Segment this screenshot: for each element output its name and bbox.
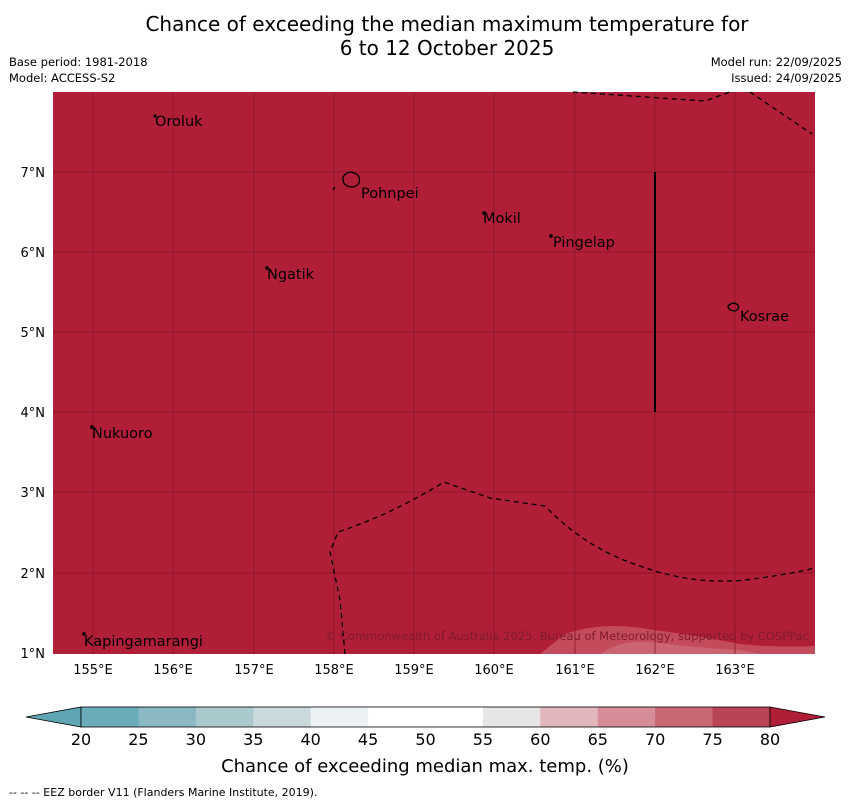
issued-date: Issued: 24/09/2025	[731, 71, 842, 85]
map-panel: Oroluk Pohnpei Mokil Pingelap Ngatik Kos…	[53, 91, 816, 655]
colorbar-segment	[253, 707, 312, 727]
eez-footnote: -- -- -- EEZ border V11 (Flanders Marine…	[9, 786, 318, 799]
colorbar-segment	[655, 707, 714, 727]
place-label-ngatik: Ngatik	[267, 267, 315, 283]
colorbar-tick-label: 25	[128, 730, 148, 749]
ngatik-atoll	[265, 266, 269, 270]
colorbar-tick-label: 55	[473, 730, 493, 749]
lat-label-1n: 1°N	[21, 647, 46, 662]
islands	[82, 114, 740, 636]
colorbar-tick-label: 50	[415, 730, 435, 749]
pohnpei-island-outline	[342, 171, 361, 188]
lighter-probability-area	[540, 626, 815, 654]
map-background	[53, 92, 815, 654]
lat-label-7n: 7°N	[21, 166, 46, 181]
mokil-atoll	[482, 211, 486, 215]
lat-label-2n: 2°N	[21, 567, 46, 582]
pohnpei-islet	[332, 186, 336, 191]
lon-label-156e: 156°E	[153, 663, 193, 678]
lon-label-157e: 157°E	[234, 663, 274, 678]
lat-label-6n: 6°N	[21, 246, 46, 261]
model-name: Model: ACCESS-S2	[9, 71, 116, 85]
model-info: Base period: 1981-2018 Model: ACCESS-S2	[9, 54, 148, 86]
lon-label-159e: 159°E	[394, 663, 434, 678]
longitude-axis-labels: 155°E 156°E 157°E 158°E 159°E 160°E 161°…	[73, 663, 755, 678]
colorbar-segment	[597, 707, 656, 727]
latitude-axis-labels: 7°N 6°N 5°N 4°N 3°N 2°N 1°N	[21, 166, 46, 662]
base-period: Base period: 1981-2018	[9, 55, 148, 69]
eez-border-northeast	[749, 91, 813, 135]
lon-label-163e: 163°E	[715, 663, 755, 678]
colorbar-segment	[425, 707, 484, 727]
colorbar-segment	[482, 707, 541, 727]
eez-borders	[329, 91, 816, 655]
colorbar-tick-label: 65	[588, 730, 608, 749]
colorbar-under-arrow	[25, 706, 82, 728]
place-label-nukuoro: Nukuoro	[92, 426, 153, 442]
nukuoro-atoll	[90, 425, 94, 429]
colorbar-segment	[712, 707, 771, 727]
lon-label-162e: 162°E	[635, 663, 675, 678]
oroluk-atoll	[153, 114, 157, 118]
colorbar-segment	[540, 707, 599, 727]
title-line-1: Chance of exceeding the median maximum t…	[145, 12, 749, 36]
model-run: Model run: 22/09/2025	[710, 55, 842, 69]
lon-label-161e: 161°E	[555, 663, 595, 678]
place-label-kosrae: Kosrae	[740, 309, 789, 325]
colorbar-over-arrow	[769, 706, 826, 728]
lon-label-158e: 158°E	[314, 663, 354, 678]
colorbar: 20 25 30 35 40 45 50 55 60 65 70 75 80 Chance of exc…	[25, 706, 826, 777]
lat-label-4n: 4°N	[21, 406, 46, 421]
colorbar-tick-label: 70	[645, 730, 665, 749]
colorbar-tick-label: 20	[71, 730, 91, 749]
lon-label-160e: 160°E	[474, 663, 514, 678]
title-line-2: 6 to 12 October 2025	[339, 36, 555, 60]
place-label-kapingamarangi: Kapingamarangi	[84, 634, 203, 650]
place-label-pingelap: Pingelap	[553, 235, 615, 251]
place-label-pohnpei: Pohnpei	[361, 186, 419, 202]
colorbar-label: Chance of exceeding median max. temp. (%…	[221, 756, 629, 777]
colorbar-tick-label: 60	[530, 730, 550, 749]
colorbar-segment	[368, 707, 426, 727]
eez-border-south	[329, 481, 816, 655]
latitude-gridlines	[53, 171, 815, 574]
copyright-notice: © Commonwealth of Australia 2025, Bureau…	[325, 629, 809, 643]
place-label-oroluk: Oroluk	[155, 114, 203, 130]
run-info: Model run: 22/09/2025 Issued: 24/09/2025	[711, 54, 842, 86]
colorbar-tick-label: 35	[243, 730, 263, 749]
colorbar-tick-label: 75	[702, 730, 722, 749]
colorbar-segment	[195, 707, 254, 727]
colorbar-tick-labels: 20 25 30 35 40 45 50 55 60 65 70 75 80	[71, 730, 780, 749]
lat-label-5n: 5°N	[21, 326, 46, 341]
colorbar-segment	[310, 707, 369, 727]
lon-label-155e: 155°E	[73, 663, 113, 678]
colorbar-segment	[138, 707, 197, 727]
colorbar-tick-label: 40	[300, 730, 320, 749]
kapingamarangi-atoll	[82, 632, 86, 636]
colorbar-segments	[81, 707, 771, 727]
kosrae-island-outline	[727, 302, 740, 312]
lat-label-3n: 3°N	[21, 486, 46, 501]
lighter-probability-area-inner	[600, 641, 760, 654]
colorbar-tick-label: 30	[186, 730, 206, 749]
place-label-mokil: Mokil	[483, 211, 521, 227]
colorbar-segment	[81, 707, 139, 727]
pingelap-atoll	[549, 234, 553, 238]
colorbar-tick-label: 45	[358, 730, 378, 749]
colorbar-tick-label: 80	[760, 730, 780, 749]
place-labels: Oroluk Pohnpei Mokil Pingelap Ngatik Kos…	[84, 114, 789, 650]
chart-title: Chance of exceeding the median maximum t…	[0, 12, 850, 60]
